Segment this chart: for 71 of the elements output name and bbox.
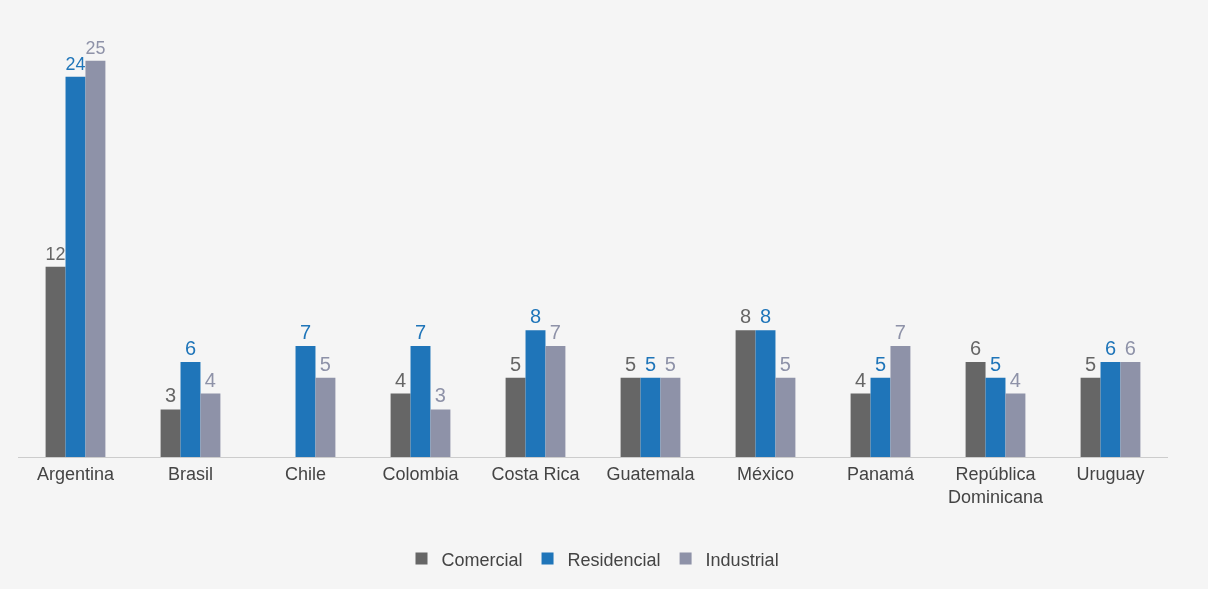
- data-label: 4: [204, 368, 216, 391]
- data-label: 8: [740, 305, 752, 328]
- bar: [755, 330, 776, 457]
- data-label: 5: [989, 352, 1002, 375]
- data-label: 5: [664, 352, 676, 375]
- x-tick-label: Uruguay: [1076, 463, 1145, 484]
- data-label: 5: [644, 352, 657, 375]
- bar: [180, 361, 201, 457]
- bar: [1005, 393, 1026, 457]
- data-label: 6: [970, 336, 982, 359]
- bar: [85, 60, 106, 457]
- data-label: 7: [414, 321, 427, 344]
- legend-label: Residencial: [567, 549, 661, 570]
- bar: [1120, 361, 1141, 457]
- data-label: 4: [395, 368, 407, 391]
- bar: [620, 377, 641, 457]
- data-label: 7: [549, 321, 561, 344]
- bar: [525, 330, 546, 457]
- x-tick-label: Colombia: [382, 463, 460, 484]
- bar: [410, 346, 431, 457]
- data-label: 5: [319, 352, 331, 375]
- data-label: 5: [1085, 352, 1097, 375]
- bar: [65, 76, 86, 457]
- data-label: 5: [874, 352, 887, 375]
- x-tick-label: Guatemala: [606, 463, 696, 484]
- bar: [160, 409, 181, 457]
- bar: [390, 393, 411, 457]
- bar: [640, 377, 661, 457]
- data-label: 6: [1124, 336, 1136, 359]
- bar: [200, 393, 221, 457]
- bar: [735, 330, 756, 457]
- data-label: 8: [759, 305, 772, 328]
- bar: [1080, 377, 1101, 457]
- x-tick-label: Panamá: [846, 463, 916, 484]
- bar: [505, 377, 526, 457]
- data-label: 24: [65, 54, 86, 75]
- data-label: 6: [184, 336, 197, 359]
- bar: [1100, 361, 1121, 457]
- bar: [775, 377, 796, 457]
- data-label: 25: [85, 38, 106, 59]
- data-label: 7: [894, 321, 906, 344]
- data-label: 3: [165, 384, 177, 407]
- legend-label: Comercial: [441, 549, 523, 570]
- bar: [545, 346, 566, 457]
- data-label: 5: [625, 352, 637, 375]
- bar: [315, 377, 336, 457]
- data-label: 5: [779, 352, 791, 375]
- bar: [660, 377, 681, 457]
- data-label: 7: [299, 321, 312, 344]
- bar: [965, 361, 986, 457]
- data-label: 8: [529, 305, 542, 328]
- x-tick-label: Costa Rica: [491, 463, 581, 484]
- legend-label: Industrial: [705, 549, 779, 570]
- data-label: 6: [1104, 336, 1117, 359]
- bar: [985, 377, 1006, 457]
- x-tick-label: Argentina: [36, 463, 116, 484]
- data-label: 4: [1009, 368, 1021, 391]
- data-label: 3: [434, 384, 446, 407]
- x-tick-label: Chile: [284, 463, 327, 484]
- x-tick-label: México: [736, 463, 795, 484]
- data-label: 4: [855, 368, 867, 391]
- data-label: 5: [510, 352, 522, 375]
- x-tick-label: República Dominicana: [947, 463, 1045, 507]
- bar: [45, 266, 66, 457]
- data-label: 12: [45, 244, 66, 265]
- bar: [870, 377, 891, 457]
- bar: [850, 393, 871, 457]
- bar: [295, 346, 316, 457]
- bar: [430, 409, 451, 457]
- x-tick-label: Brasil: [167, 463, 214, 484]
- bar: [890, 346, 911, 457]
